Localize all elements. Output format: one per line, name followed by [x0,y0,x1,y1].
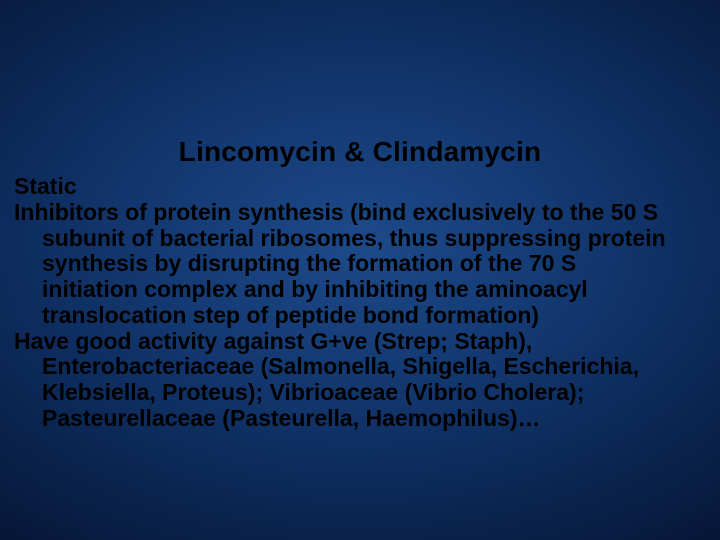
body-paragraph-1: Static [42,174,678,200]
body-paragraph-2: Inhibitors of protein synthesis (bind ex… [42,200,678,329]
slide-body: Static Inhibitors of protein synthesis (… [42,174,678,432]
slide-title: Lincomycin & Clindamycin [0,136,720,168]
slide: Lincomycin & Clindamycin Static Inhibito… [0,0,720,540]
body-paragraph-3: Have good activity against G+ve (Strep; … [42,329,678,432]
